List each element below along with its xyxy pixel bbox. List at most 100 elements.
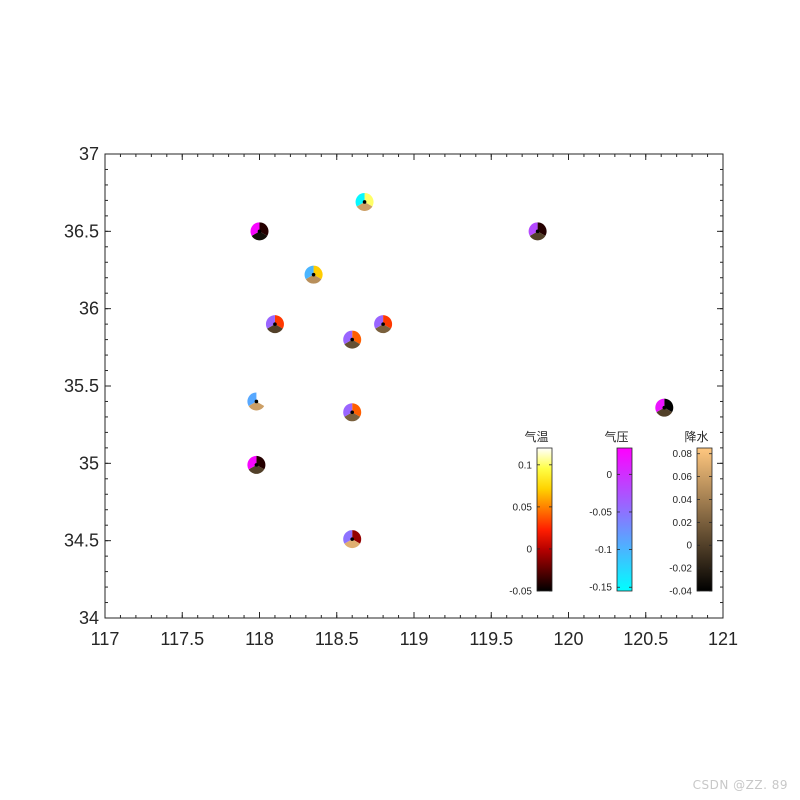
x-tick-label: 120.5 <box>623 629 668 649</box>
colorbar-tick-label: 0.04 <box>673 495 693 506</box>
station-center-dot <box>257 229 262 234</box>
colorbar-tick-label: 0.06 <box>673 472 693 483</box>
colorbar-tick-label: -0.15 <box>589 583 612 594</box>
x-tick-label: 118.5 <box>315 629 359 649</box>
marker-sector <box>267 324 283 334</box>
station-marker <box>528 222 547 241</box>
colorbar-tick-label: 0.02 <box>673 518 693 529</box>
station-markers <box>247 192 674 549</box>
marker-sector <box>344 412 360 422</box>
y-tick-label: 37 <box>79 144 99 164</box>
station-marker <box>343 530 362 549</box>
marker-sector <box>313 265 323 280</box>
station-marker <box>250 222 269 241</box>
y-tick-label: 35.5 <box>64 376 99 396</box>
marker-sector <box>352 530 362 544</box>
watermark: CSDN @ZZ. 89 <box>692 778 788 792</box>
colorbar-tick-label: 0.08 <box>673 449 693 460</box>
colorbars: 气温 0.1 0.05 0 -0.05 气压 0 -0.05 -0.1 -0.15 降水 0.08 0.… <box>509 429 713 598</box>
colorbar-tick-label: -0.04 <box>669 587 692 598</box>
marker-sector <box>305 274 322 284</box>
marker-sector <box>356 201 373 211</box>
station-marker <box>304 265 323 284</box>
marker-sector <box>355 192 365 207</box>
station-center-dot <box>254 399 259 404</box>
x-tick-label: 119 <box>400 629 429 649</box>
x-tick-label: 121 <box>708 629 738 649</box>
station-center-dot <box>662 405 667 410</box>
x-tick-label: 117.5 <box>160 629 204 649</box>
station-marker <box>343 403 362 422</box>
marker-sector <box>352 330 362 345</box>
y-tick-label: 34 <box>79 608 99 628</box>
colorbar-title: 气压 <box>604 429 628 444</box>
marker-sector <box>383 315 393 329</box>
station-center-dot <box>350 410 355 415</box>
colorbar: 气温 0.1 0.05 0 -0.05 <box>509 429 553 598</box>
colorbar: 气压 0 -0.05 -0.1 -0.15 <box>589 429 633 594</box>
station-marker <box>247 392 266 411</box>
y-tick-label: 36 <box>79 299 99 319</box>
y-tick-label: 34.5 <box>64 531 99 551</box>
x-axis: 117 117.5 118 118.5 119 119.5 120 120.5 121 <box>91 154 738 649</box>
station-center-dot <box>311 272 316 277</box>
marker-sector <box>256 455 266 470</box>
colorbar-tick-label: 0 <box>526 544 532 555</box>
colorbar-title: 气温 <box>524 429 548 444</box>
marker-sector <box>537 222 547 236</box>
x-tick-label: 120 <box>553 629 583 649</box>
marker-sector <box>344 339 360 349</box>
station-center-dot <box>535 229 540 234</box>
station-center-dot <box>362 200 367 204</box>
x-tick-label: 117 <box>91 629 120 649</box>
station-center-dot <box>273 322 277 326</box>
marker-sector <box>529 231 546 241</box>
colorbar-tick-label: -0.1 <box>595 545 613 556</box>
station-center-dot <box>381 322 385 326</box>
station-marker <box>265 315 284 334</box>
marker-sector <box>274 315 284 329</box>
marker-sector <box>247 455 257 470</box>
marker-sector <box>304 265 314 280</box>
marker-sector <box>375 324 391 334</box>
colorbar-tick-label: 0.05 <box>513 502 533 513</box>
station-marker <box>355 192 374 211</box>
marker-sector <box>343 330 353 345</box>
colorbar-tick-label: -0.05 <box>589 507 612 518</box>
station-marker <box>655 398 674 417</box>
marker-sector <box>344 539 360 549</box>
marker-sector <box>352 403 362 417</box>
marker-sector <box>256 392 266 406</box>
marker-sector <box>664 398 674 413</box>
marker-sector <box>528 222 538 236</box>
plot-frame <box>104 153 724 619</box>
colorbar-tick-label: 0 <box>606 470 612 481</box>
station-center-dot <box>350 337 355 342</box>
marker-sector <box>259 222 269 236</box>
marker-sector <box>248 464 265 474</box>
marker-sector <box>251 231 268 241</box>
marker-sector <box>374 315 384 329</box>
marker-sector <box>343 530 353 544</box>
x-tick-label: 118 <box>245 629 274 649</box>
marker-sector <box>656 407 673 417</box>
marker-sector <box>364 192 374 207</box>
station-center-dot <box>254 463 259 467</box>
marker-sector <box>250 222 260 236</box>
colorbar-tick-label: 0.1 <box>518 460 532 471</box>
marker-sector <box>265 315 275 329</box>
y-tick-label: 35 <box>79 453 99 473</box>
colorbar-gradient <box>696 447 713 592</box>
station-marker <box>247 455 266 474</box>
station-marker <box>343 330 362 349</box>
x-tick-label: 119.5 <box>469 629 513 649</box>
colorbar-tick-label: -0.02 <box>669 564 692 575</box>
marker-sector <box>247 392 257 406</box>
marker-sector <box>248 401 265 411</box>
colorbar: 降水 0.08 0.06 0.04 0.02 0 -0.02 -0.04 <box>669 430 713 598</box>
colorbar-title: 降水 <box>684 430 708 444</box>
marker-sector <box>655 398 665 413</box>
station-marker <box>374 315 393 334</box>
colorbar-gradient <box>616 447 633 592</box>
